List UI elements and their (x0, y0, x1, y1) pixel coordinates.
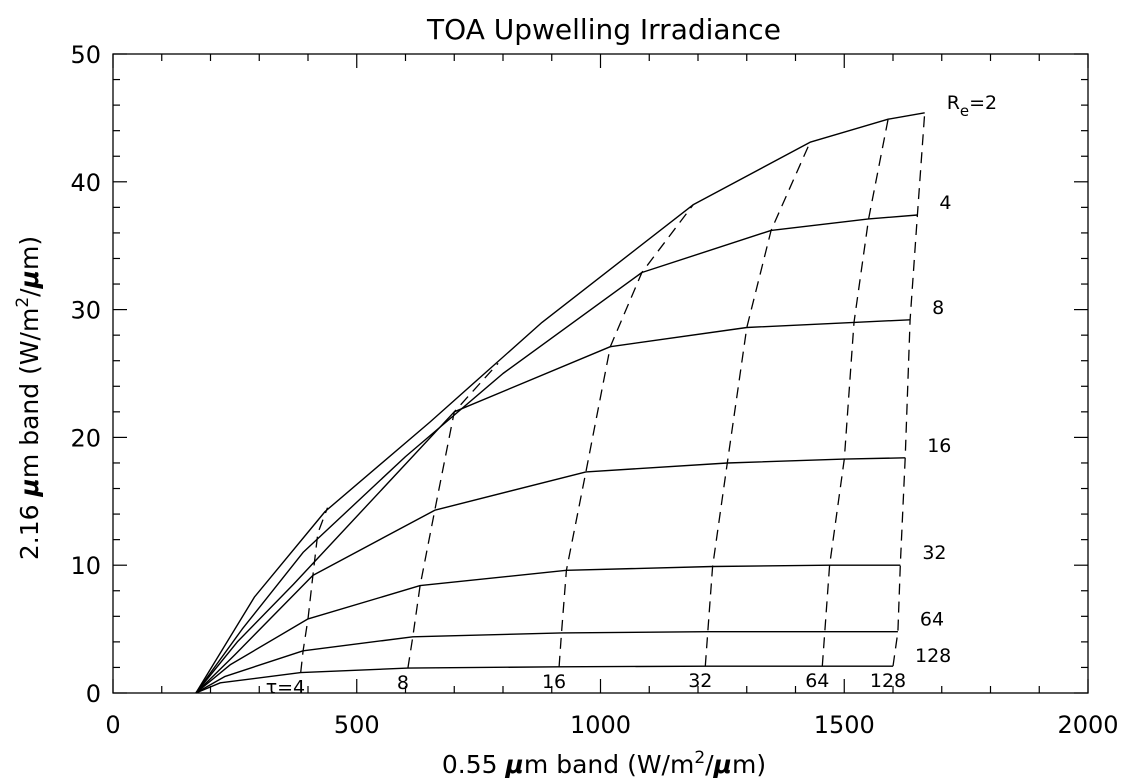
axis-ticks: 0 500 1000 1500 2000 0 10 20 30 40 50 (70, 41, 1118, 739)
tau-series-label: τ=4 (266, 677, 305, 699)
x-tick-label: 0 (105, 711, 120, 739)
y-axis-title-pre: 2.16 (15, 496, 44, 560)
y-tick-label: 0 (86, 680, 101, 708)
x-axis-title-pre: 0.55 (442, 750, 506, 779)
re-series-label-main: 32 (922, 542, 946, 564)
y-axis-title-mid: m band (W/m (15, 308, 44, 478)
y-tick-label: 40 (70, 169, 101, 197)
curve-labels: Re=2 4 8 16 32 64 128 τ=4 8 16 32 64 128 (266, 92, 997, 699)
re-series-line (195, 214, 918, 694)
plot-area-border (112, 53, 1089, 694)
y-tick-label: 50 (70, 41, 101, 69)
re-series-label-main: 8 (932, 297, 944, 319)
x-tick-label: 1500 (814, 711, 875, 739)
y-axis-title-post: / (15, 288, 44, 297)
tau-series-label: 8 (397, 672, 409, 694)
re-series-label-main: 64 (920, 609, 944, 631)
tau-series-label: 64 (805, 670, 829, 692)
re-series-label-main: 16 (927, 435, 951, 457)
y-tick-label: 20 (70, 424, 101, 452)
re-series-label: Re=2 (947, 92, 997, 120)
tau-series-line (300, 507, 329, 673)
tau-series-line (892, 112, 926, 667)
tau-series-line (821, 119, 889, 667)
x-axis-title: 0.55 μm band (W/m2/μm) (442, 748, 766, 779)
re-series-line (195, 665, 893, 694)
re-series-line (195, 631, 898, 694)
tau-series-label: 128 (870, 670, 906, 692)
re-series-label-tail: =2 (969, 92, 997, 114)
re-series-label: 16 (927, 435, 951, 457)
y-axis-title-end: m) (15, 236, 44, 270)
y-axis-title: 2.16 μm band (W/m2/μm) (13, 236, 44, 560)
re-series-label: 32 (922, 542, 946, 564)
x-axis-title-sup: 2 (694, 748, 705, 768)
re-series-label: 128 (915, 645, 951, 667)
y-axis-title-mu2: μ (15, 270, 44, 289)
re-series-label-main: R (947, 92, 960, 114)
x-axis-title-mu2: μ (713, 750, 732, 779)
re-series-label-sub: e (960, 102, 969, 120)
re-series-line (195, 112, 925, 694)
x-axis-title-post: / (705, 750, 714, 779)
re-series-label-main: 4 (939, 192, 951, 214)
re-series-line (195, 319, 911, 694)
series-lines (195, 112, 926, 694)
y-axis-title-mu: μ (15, 478, 44, 497)
re-series-label: 8 (932, 297, 944, 319)
re-series-line (195, 457, 906, 694)
y-tick-label: 30 (70, 297, 101, 325)
re-series-label-main: 128 (915, 645, 951, 667)
tau-series-label: 32 (688, 670, 712, 692)
x-axis-title-end: m) (732, 750, 766, 779)
y-tick-label: 10 (70, 552, 101, 580)
y-axis-title-sup: 2 (13, 297, 33, 308)
x-tick-label: 2000 (1057, 711, 1118, 739)
plot-frame (112, 53, 1089, 694)
x-axis-title-mid: m band (W/m (524, 750, 694, 779)
x-axis-title-mu: μ (505, 750, 524, 779)
x-tick-label: 1000 (570, 711, 631, 739)
tau-series-line (558, 204, 694, 667)
tau-series-line (407, 362, 499, 669)
re-series-label: 64 (920, 609, 944, 631)
x-tick-label: 500 (334, 711, 380, 739)
re-series-label: 4 (939, 192, 951, 214)
tau-series-label: 16 (542, 671, 566, 693)
chart-title: TOA Upwelling Irradiance (426, 13, 781, 46)
tau-series-line (704, 141, 811, 667)
re-series-line (195, 564, 901, 694)
